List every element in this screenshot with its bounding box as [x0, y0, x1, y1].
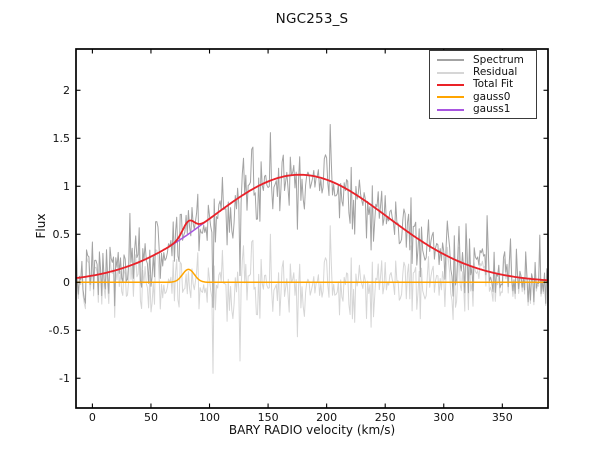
legend-item-gauss0: gauss0 — [437, 91, 536, 103]
legend-label-spectrum: Spectrum — [473, 53, 524, 66]
legend-swatch-spectrum — [437, 59, 464, 62]
y-tick-label-0: -1 — [59, 371, 70, 385]
series-line-gauss0 — [76, 268, 548, 284]
x-tick-label-2: 100 — [199, 411, 221, 424]
series-line-spectrum — [75, 124, 549, 308]
legend-item-residual: Residual — [437, 66, 536, 78]
legend-item-total-fit: Total Fit — [437, 79, 536, 91]
legend-item-spectrum: Spectrum — [437, 54, 536, 66]
plot-title: NGC253_S — [275, 11, 349, 27]
x-tick-label-3: 150 — [257, 411, 279, 424]
legend-label-gauss1: gauss1 — [473, 103, 511, 116]
x-tick-label-4: 200 — [316, 411, 338, 424]
series-line-residual — [75, 225, 549, 374]
legend-swatch-total-fit — [437, 83, 464, 86]
legend-swatch-residual — [437, 71, 464, 74]
legend-item-gauss1: gauss1 — [437, 104, 536, 116]
y-tick-label-2: 0 — [63, 275, 70, 289]
y-tick-label-4: 1 — [63, 179, 70, 193]
x-tick-label-1: 50 — [143, 411, 158, 424]
series-line-gauss1 — [75, 173, 549, 282]
legend-label-total-fit: Total Fit — [473, 78, 514, 91]
y-tick-label-1: -0.5 — [48, 323, 70, 337]
y-tick-label-5: 1.5 — [52, 131, 71, 145]
x-tick-label-5: 250 — [374, 411, 396, 424]
legend: Spectrum Residual Total Fit gauss0 gauss1 — [429, 50, 537, 119]
legend-swatch-gauss1 — [437, 108, 464, 111]
axes-frame — [75, 48, 549, 409]
series-line-total — [75, 173, 549, 282]
x-tick-label-0: 0 — [88, 411, 96, 424]
legend-swatch-gauss0 — [437, 96, 464, 99]
x-tick-label-6: 300 — [433, 411, 455, 424]
legend-label-gauss0: gauss0 — [473, 90, 511, 103]
y-tick-label-3: 0.5 — [52, 227, 71, 241]
legend-label-residual: Residual — [473, 66, 518, 79]
x-axis-label: BARY RADIO velocity (km/s) — [228, 423, 396, 437]
y-tick-label-6: 2 — [63, 83, 70, 97]
x-tick-label-7: 350 — [491, 411, 513, 424]
